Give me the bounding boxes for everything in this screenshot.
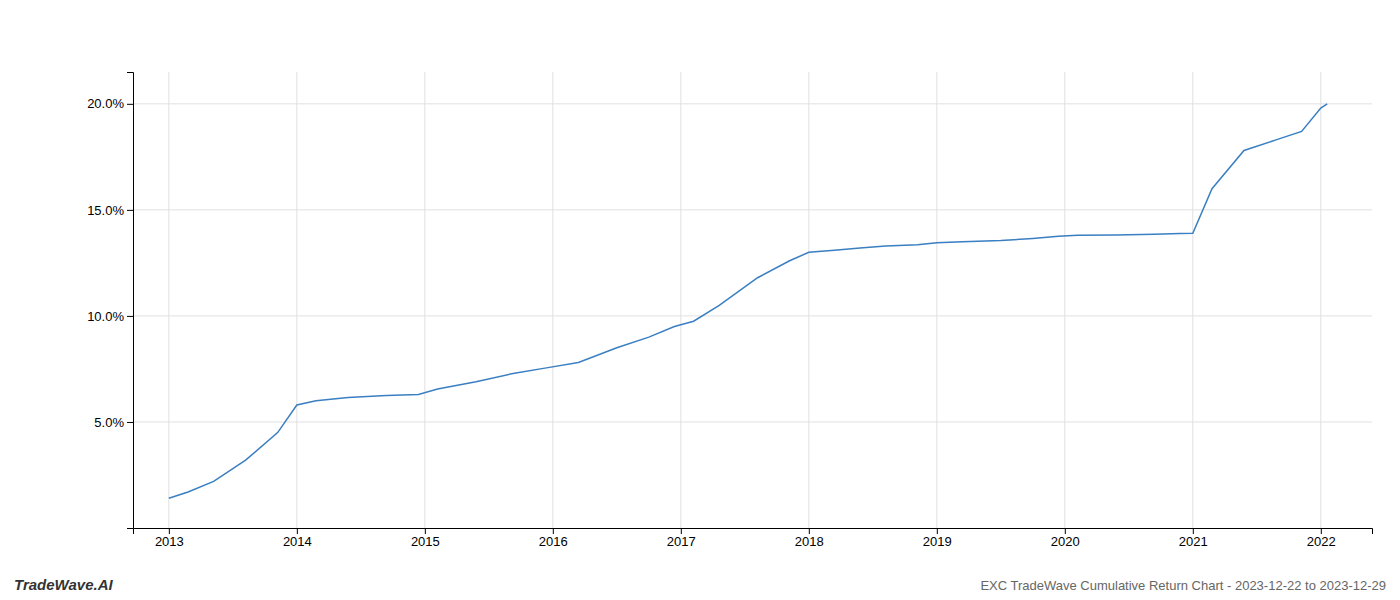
y-axis-line: [127, 73, 134, 529]
title: EXC TradeWave Cumulative Return Chart - …: [980, 578, 1386, 593]
y-tick-label: 20.0%: [87, 96, 124, 111]
grid-line-y: [133, 421, 1372, 422]
grid-line-x: [680, 72, 681, 528]
x-tick-mark: [937, 528, 938, 534]
y-tick: 10.0%: [87, 309, 133, 324]
x-tick: 2019: [923, 528, 952, 549]
x-tick-mark: [1321, 528, 1322, 534]
y-tick-label: 15.0%: [87, 203, 124, 218]
grid-line-x: [424, 72, 425, 528]
grid-line-x: [1064, 72, 1065, 528]
x-tick: 2017: [667, 528, 696, 549]
y-tick: 15.0%: [87, 203, 133, 218]
chart: 2013 2014 2015 2016 2017 2018 2019 2020 2021 2022…: [0, 0, 1400, 600]
grid-line-x: [168, 72, 169, 528]
x-tick-mark: [169, 528, 170, 534]
x-tick: 2014: [283, 528, 312, 549]
y-tick-label: 5.0%: [94, 415, 124, 430]
x-tick-mark: [1065, 528, 1066, 534]
y-tick-mark: [127, 210, 133, 211]
y-tick-label: 10.0%: [87, 309, 124, 324]
x-tick-label: 2014: [283, 534, 312, 549]
x-tick-label: 2016: [539, 534, 568, 549]
grid-line-y: [133, 103, 1372, 104]
x-tick-mark: [681, 528, 682, 534]
watermark: TradeWave.AI: [14, 576, 113, 593]
x-tick: 2018: [795, 528, 824, 549]
grid-line-x: [936, 72, 937, 528]
x-tick: 2022: [1307, 528, 1336, 549]
x-tick-mark: [809, 528, 810, 534]
grid-line-y: [133, 315, 1372, 316]
grid: [133, 72, 1372, 528]
x-tick-label: 2015: [411, 534, 440, 549]
grid-line-x: [296, 72, 297, 528]
x-tick-mark: [1193, 528, 1194, 534]
grid-line-x: [552, 72, 553, 528]
x-axis: 2013 2014 2015 2016 2017 2018 2019 2020 2021 2022: [134, 528, 1373, 549]
x-tick-mark: [425, 528, 426, 534]
y-axis: 5.0% 10.0% 15.0% 20.0%: [87, 73, 133, 529]
x-tick-label: 2021: [1179, 534, 1208, 549]
grid-line-x: [808, 72, 809, 528]
x-tick-mark: [297, 528, 298, 534]
y-tick-mark: [127, 422, 133, 423]
x-tick: 2020: [1051, 528, 1080, 549]
plot-area: 2013 2014 2015 2016 2017 2018 2019 2020 2021 2022…: [87, 72, 1372, 549]
x-tick-label: 2017: [667, 534, 696, 549]
y-tick-mark: [127, 104, 133, 105]
x-tick-label: 2019: [923, 534, 952, 549]
x-tick-label: 2018: [795, 534, 824, 549]
grid-line-x: [1320, 72, 1321, 528]
x-tick-label: 2013: [155, 534, 184, 549]
y-tick: 5.0%: [94, 415, 133, 430]
x-tick-mark: [553, 528, 554, 534]
y-tick-mark: [127, 316, 133, 317]
x-tick-label: 2022: [1307, 534, 1336, 549]
grid-line-y: [133, 209, 1372, 210]
marks: [169, 104, 1327, 498]
x-tick: 2016: [539, 528, 568, 549]
grid-line-x: [1192, 72, 1193, 528]
y-tick: 20.0%: [87, 96, 133, 111]
x-axis-line: [134, 529, 1373, 535]
x-tick: 2021: [1179, 528, 1208, 549]
x-tick: 2013: [155, 528, 184, 549]
x-tick: 2015: [411, 528, 440, 549]
line: [169, 104, 1327, 498]
x-tick-label: 2020: [1051, 534, 1080, 549]
